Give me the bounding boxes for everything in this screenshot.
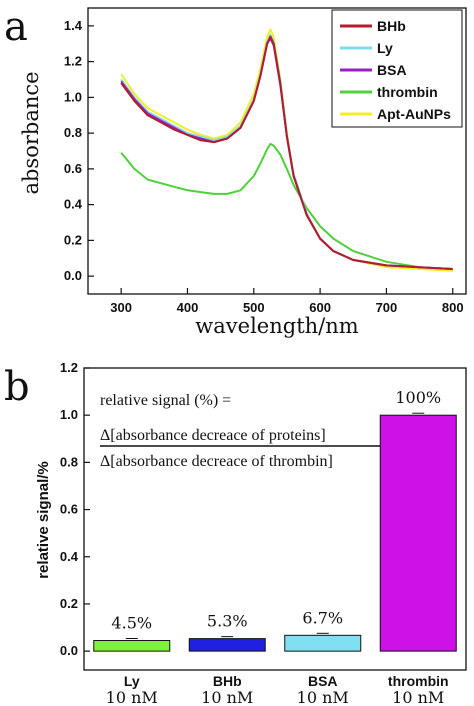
y-tick-label: 1.0 [64,89,82,104]
y-tick-label: 0.0 [64,268,82,283]
y-axis-label-b: relative signal/% [35,461,52,579]
formula-annotation: relative signal (%) = Δ[absorbance decre… [100,392,380,470]
legend-label: BSA [377,62,407,78]
x-tick-label: 400 [177,300,199,315]
x-tick-label: 800 [442,300,464,315]
bar-thrombin [379,414,457,652]
plot-frame-b [83,367,467,671]
y-tick-label: 1.0 [60,407,78,422]
x-tick-label: 600 [309,300,331,315]
formula-numerator: Δ[absorbance decreace of proteins] [100,427,326,444]
x-tick-label: 500 [243,300,265,315]
x-axis-ticks-a: 300 400 500 600 700 800 [110,288,464,315]
y-tick-label: 1.4 [64,18,83,33]
y-tick-label: 0.8 [60,454,78,469]
bar-bsa [284,634,362,652]
formula-line: relative signal (%) = [100,392,231,409]
bar-ly [93,640,171,652]
data-label: 6.7% [302,608,343,627]
category-label: BHb [213,673,242,689]
series-line-bhb [120,35,453,270]
data-label: 100% [395,388,441,407]
y-axis-ticks-a: 0.0 0.2 0.4 0.6 0.8 1.0 1.2 1.4 [64,18,94,283]
plot-frame-a [87,7,467,295]
y-tick-label: 0.2 [60,596,78,611]
x-tick-label: 700 [376,300,398,315]
category-sublabel: 10 nM [297,688,349,706]
x-tick-label: 300 [110,300,132,315]
category-sublabel: 10 nM [392,688,444,706]
bar-bhb [188,638,266,652]
legend: BHb Ly BSA thrombin Apt-AuNPs [331,9,463,128]
line-series-group [120,28,453,272]
data-label: 5.3% [207,612,248,631]
panel-label-b: b [4,364,30,410]
series-line-thrombin [120,142,453,272]
panel-label-a: a [4,4,28,50]
y-axis-label-a: absorbance [19,71,43,194]
legend-label: BHb [377,18,406,34]
bar-group: 4.5% 5.3% 6.7% 100% [93,388,457,652]
legend-entries: BHb Ly BSA thrombin Apt-AuNPs [340,18,451,122]
panel-b: b 4.5% 5.3% 6.7% 100% 0.0 0.2 0.4 0.6 0.8 1.0 1.2… [4,360,467,706]
y-tick-label: 0.0 [60,643,78,658]
category-label: thrombin [388,673,449,689]
category-sublabel: 10 nM [106,688,158,706]
legend-label: Apt-AuNPs [377,106,451,122]
y-tick-label: 0.4 [60,549,79,564]
legend-label: thrombin [377,84,438,100]
category-label: Ly [124,673,140,689]
category-label: BSA [308,673,338,689]
formula-denominator: Δ[absorbance decreace of thrombin] [100,453,333,470]
y-tick-label: 0.8 [64,125,82,140]
legend-label: Ly [377,40,393,56]
y-tick-label: 1.2 [64,54,82,69]
data-label: 4.5% [111,614,152,633]
y-tick-label: 0.6 [60,502,78,517]
category-sublabel: 10 nM [201,688,253,706]
y-tick-label: 0.2 [64,232,82,247]
y-tick-label: 1.2 [60,360,78,375]
y-tick-label: 0.4 [64,197,83,212]
x-axis-label-a: wavelength/nm [195,314,358,338]
y-tick-label: 0.6 [64,161,82,176]
y-axis-ticks-b: 0.0 0.2 0.4 0.6 0.8 1.0 1.2 [60,360,90,658]
panel-a: a 0.0 0.2 0.4 0.6 0.8 1.0 1.2 1.4 300 400 500 600 7… [4,4,467,338]
